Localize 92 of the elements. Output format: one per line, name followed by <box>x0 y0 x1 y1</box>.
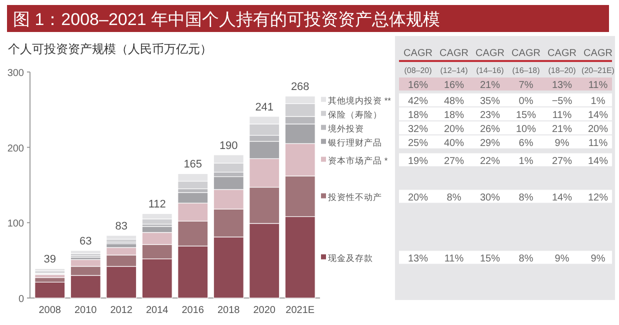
text: 11% <box>444 253 464 264</box>
text: 6% <box>518 138 534 149</box>
text: 8% <box>518 253 534 264</box>
text: 26% <box>480 124 500 135</box>
text: 20% <box>588 124 608 135</box>
y-tick-label: 100 <box>7 218 24 230</box>
text: 22% <box>480 156 500 167</box>
legend-label: 保险（寿险） <box>328 109 382 120</box>
total-label: 83 <box>115 220 128 232</box>
text: (08–20) <box>404 66 432 75</box>
x-tick-label: 2014 <box>146 305 169 316</box>
x-tick-label: 2020 <box>253 305 276 316</box>
total-label: 190 <box>219 140 238 152</box>
text: 15% <box>516 110 536 121</box>
text: 42% <box>408 96 428 107</box>
text: CAGR <box>512 48 540 59</box>
text: 20% <box>408 192 428 204</box>
x-tick-label: 2012 <box>110 305 133 316</box>
text: 21% <box>552 124 572 135</box>
total-label: 112 <box>148 198 166 211</box>
text: 18% <box>408 110 428 121</box>
chart-title: 图 1：2008–2021 年中国个人持有的可投资资产总体规模 <box>13 10 440 29</box>
text: 21% <box>480 80 500 91</box>
text: 40% <box>444 138 464 149</box>
text: 12% <box>588 192 608 204</box>
text: 11% <box>588 80 608 91</box>
text: (12–14) <box>440 66 468 75</box>
text: 14% <box>552 192 572 204</box>
text: (18–20) <box>548 66 576 75</box>
x-tick-label: 2008 <box>38 305 62 316</box>
text: 9% <box>590 253 606 264</box>
text: 0% <box>518 96 534 107</box>
total-label: 63 <box>80 236 92 248</box>
text: 15% <box>480 253 500 264</box>
legend-label: 银行理财产品 <box>327 137 382 148</box>
bar <box>106 235 137 240</box>
text: (20–21E) <box>582 66 615 75</box>
total-label: 165 <box>184 158 202 171</box>
text: 20% <box>444 124 464 135</box>
legend-label: 其他境内投资 ** <box>328 95 392 106</box>
text: 9% <box>554 253 570 264</box>
x-tick-label: 2018 <box>218 305 240 316</box>
text: 8% <box>446 192 462 204</box>
text: 30% <box>480 192 500 204</box>
total-label: 241 <box>255 101 274 114</box>
text: CAGR <box>584 48 612 59</box>
text: 19% <box>408 156 428 167</box>
y-tick-label: 200 <box>7 143 24 154</box>
text: 9% <box>554 138 570 149</box>
text: CAGR <box>440 48 468 59</box>
text: CAGR <box>476 48 504 59</box>
text: 13% <box>552 80 572 91</box>
text: 10% <box>516 124 536 135</box>
total-label: 268 <box>290 81 310 94</box>
text: 1% <box>590 96 606 107</box>
text: 8% <box>518 192 534 204</box>
legend-label: 境外投资 <box>327 123 364 134</box>
text: 29% <box>480 138 500 149</box>
x-tick-label: 2016 <box>182 305 204 316</box>
legend-label: 资本市场产品 * <box>328 155 388 166</box>
legend-label: 现金及存款 <box>328 252 373 263</box>
y-tick-label: 0 <box>18 294 24 305</box>
text: 35% <box>480 96 500 107</box>
text: CAGR <box>548 48 576 59</box>
text: 23% <box>480 110 500 121</box>
y-tick-label: 300 <box>7 68 24 79</box>
legend-label: 投资性不动产 <box>327 192 382 202</box>
text: (14–16) <box>476 66 504 75</box>
text: 16% <box>444 80 464 91</box>
text: 27% <box>444 156 464 167</box>
text: 7% <box>518 80 534 91</box>
x-tick-label: 2021E <box>286 305 315 316</box>
bar <box>34 282 66 298</box>
text: 11% <box>552 110 572 121</box>
text: −5% <box>552 96 572 107</box>
bar <box>70 250 101 254</box>
text: 11% <box>588 138 608 149</box>
text: 13% <box>408 253 428 264</box>
text: 1% <box>518 156 534 167</box>
text: CAGR <box>404 48 432 59</box>
text: 27% <box>552 156 572 167</box>
text: 14% <box>588 156 608 167</box>
total-label: 39 <box>44 254 56 266</box>
text: 48% <box>444 96 464 107</box>
text: (16–18) <box>512 66 540 75</box>
text: 16% <box>408 80 428 91</box>
x-tick-label: 2010 <box>74 305 98 316</box>
text: 32% <box>408 124 428 135</box>
y-axis-title: 个人可投资资产规模（人民币万亿元） <box>8 42 212 56</box>
text: 18% <box>444 110 464 121</box>
text: 25% <box>408 138 428 149</box>
text: 14% <box>588 110 608 121</box>
